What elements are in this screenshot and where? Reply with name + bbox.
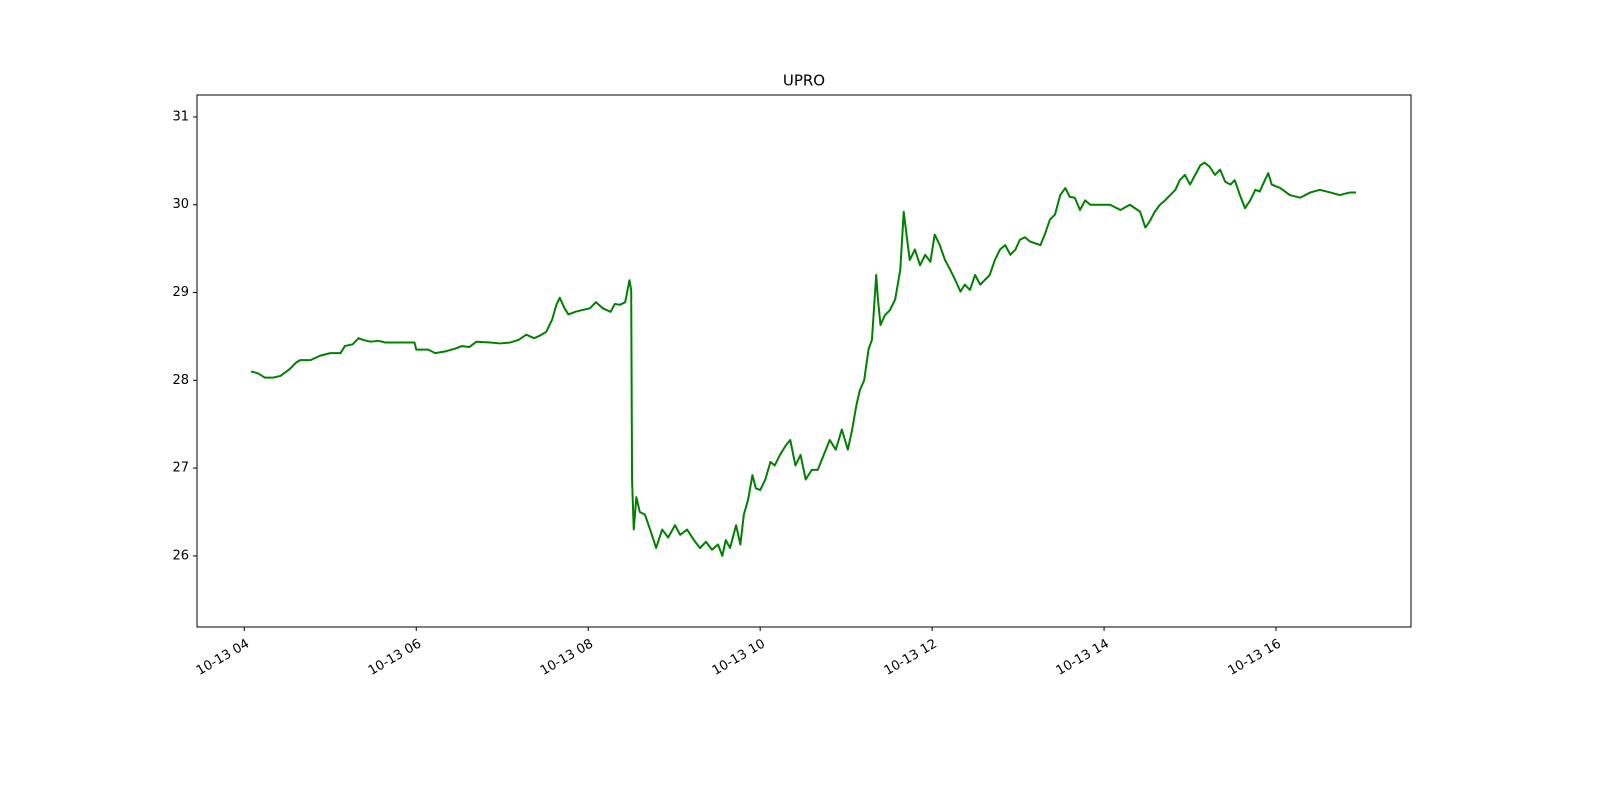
y-tick-label: 26 [172,548,189,563]
x-tick-label: 10-13 10 [710,637,768,679]
y-tick-label: 30 [172,197,189,212]
x-tick-label: 10-13 06 [366,637,424,679]
price-line [250,161,1356,557]
x-tick-label: 10-13 16 [1226,637,1284,679]
plot-frame [196,94,1412,628]
x-tick-label: 10-13 08 [538,637,596,679]
x-tick-label: 10-13 12 [882,637,940,679]
chart-title: UPRO [783,72,825,90]
x-tick-label: 10-13 04 [194,637,252,679]
x-tick-label: 10-13 14 [1054,637,1112,679]
y-tick-label: 31 [172,109,189,124]
y-tick-label: 27 [172,461,189,476]
y-tick-label: 29 [172,285,189,300]
y-tick-label: 28 [172,373,189,388]
